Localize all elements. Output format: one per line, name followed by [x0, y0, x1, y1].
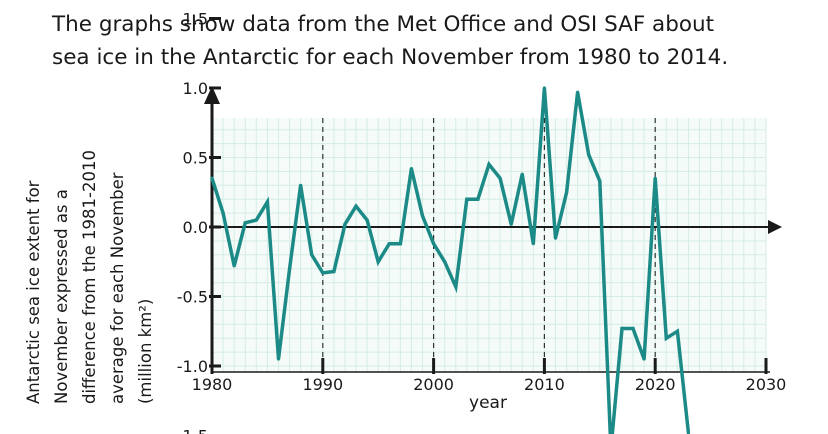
data-point [310, 253, 314, 257]
data-point [509, 222, 513, 226]
data-point [387, 242, 391, 246]
data-point [365, 218, 369, 222]
data-point [686, 431, 691, 434]
x-tick-label: 1980 [192, 375, 233, 394]
data-point [420, 214, 425, 218]
x-tick-label: 1990 [302, 375, 343, 394]
heading-line-1: The graphs show data from the Met Office… [52, 12, 715, 37]
x-ticks: 1980 1990 2000 2010 2020 2030 [192, 358, 787, 394]
y-tick-label: 0.0 [183, 218, 208, 237]
data-point [631, 326, 635, 331]
data-point [664, 336, 668, 340]
y-axis-label-line-2: November expressed as a [52, 189, 71, 404]
y-axis-label: Antarctic sea ice extent for November ex… [24, 150, 155, 404]
data-point [598, 179, 602, 183]
data-point [332, 269, 336, 274]
y-tick-label: 0.5 [183, 149, 208, 168]
heading-line-2: sea ice in the Antarctic for each Novemb… [52, 45, 729, 70]
data-point [210, 176, 214, 180]
data-point [276, 357, 281, 361]
data-point [675, 329, 679, 333]
data-point [454, 285, 458, 289]
x-tick-label: 2000 [413, 375, 454, 394]
y-tick-label: -1.0 [177, 357, 208, 376]
axes [204, 86, 782, 373]
data-point [653, 176, 657, 180]
y-axis-label-line-5: (million km²) [136, 299, 155, 404]
data-point [553, 236, 558, 240]
data-point [299, 183, 303, 187]
y-ticks: 1.5 1.0 0.5 0.0 -0.5 -1.0 -1.5 [177, 10, 221, 434]
x-tick-label: 2020 [635, 375, 676, 394]
data-point [542, 86, 547, 90]
y-tick-label: -1.5 [177, 427, 208, 434]
y-axis-arrow [204, 86, 220, 104]
data-point [376, 260, 380, 264]
chart-heading: The graphs show data from the Met Office… [52, 8, 822, 74]
data-point [354, 204, 358, 208]
data-point [564, 190, 569, 194]
data-point [221, 211, 225, 215]
x-tick-label: 2010 [524, 375, 565, 394]
data-point [620, 326, 624, 331]
data-point [243, 221, 247, 225]
data-point [343, 222, 347, 226]
series-line-0 [210, 87, 691, 434]
y-axis-label-line-3: difference from the 1981-2010 [80, 150, 99, 404]
y-tick-label: 1.0 [183, 79, 208, 98]
y-axis-label-line-1: Antarctic sea ice extent for [24, 180, 43, 404]
data-point [432, 242, 436, 246]
y-tick-label: -0.5 [177, 288, 208, 307]
x-tick-label: 2030 [746, 375, 787, 394]
data-point [265, 200, 269, 204]
y-tick-label: 1.5 [183, 10, 208, 29]
data-point [487, 162, 491, 167]
data-point [531, 242, 535, 246]
data-point [642, 357, 646, 361]
data-point [476, 197, 480, 201]
data-point [232, 264, 236, 268]
data-point [587, 153, 591, 157]
y-axis-label-line-4: average for each November [108, 172, 127, 404]
data-point [254, 218, 258, 222]
data-point [443, 260, 447, 264]
data-point [321, 271, 325, 275]
data-point [465, 197, 469, 201]
x-axis-label: year [469, 393, 507, 413]
data-point [498, 176, 502, 180]
data-point [520, 172, 524, 176]
data-point [287, 267, 292, 271]
data-point [409, 167, 414, 171]
zero-line-arrow [768, 220, 782, 234]
data-point [398, 242, 402, 246]
series-layer [210, 86, 691, 434]
data-point [576, 90, 580, 94]
